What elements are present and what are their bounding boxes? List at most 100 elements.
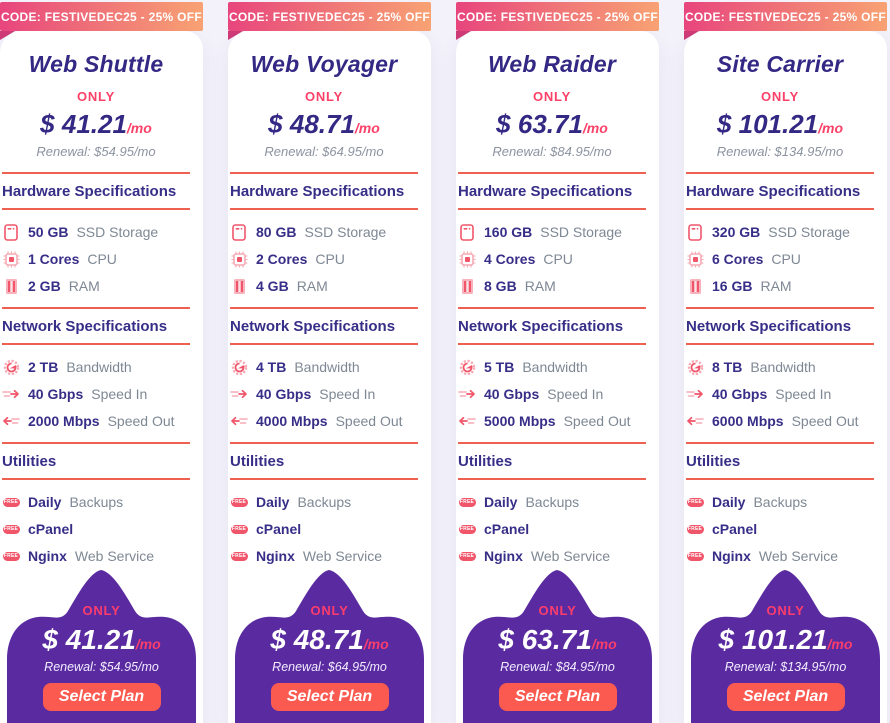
promo-ribbon: CODE: FESTIVEDEC25 - 25% OFF [684,2,887,31]
spec-row-ram: 8 GB RAM [458,277,646,295]
section-divider [458,343,646,345]
plan-column: CODE: FESTIVEDEC25 - 25% OFF Web Voyager… [228,0,431,723]
only-label: ONLY [304,89,344,104]
spec-label: Bandwidth [522,359,588,375]
spec-value: 40 Gbps [712,386,768,402]
free-badge-icon: FREE [686,551,704,561]
spec-value: Daily [484,494,518,510]
section-divider [230,343,418,345]
blob-price-period: /mo [827,636,853,652]
free-badge-icon: FREE [230,524,248,534]
ssd-icon [2,223,20,241]
spec-value: 4000 Mbps [256,413,328,429]
spec-label: Web Service [302,548,382,564]
spec-row-bandwidth: 4 TB Bandwidth [230,358,418,376]
spec-row-speed-in: 40 Gbps Speed In [458,385,646,403]
free-badge-icon: FREE [458,551,476,561]
blob-only-label: ONLY [766,603,805,618]
free-badge-icon: FREE [2,524,20,534]
spec-label: Speed Out [335,413,403,429]
section-divider [2,478,190,480]
section-title-utilities: Utilities [686,453,741,470]
price-period: /mo [354,120,380,136]
plan-name: Web Raider [487,51,617,77]
blob-price-amount: $ 63.71 [498,624,592,655]
price-period: /mo [126,120,152,136]
spec-value: 40 Gbps [28,386,84,402]
price-blob: ONLY $ 41.21/mo Renewal: $54.95/mo Selec… [0,563,203,723]
spec-value: 2000 Mbps [28,413,100,429]
blob-price-amount: $ 41.21 [42,624,136,655]
speed-out-icon [458,415,476,427]
spec-row-storage: 50 GB SSD Storage [2,223,190,241]
promo-code-text: CODE: FESTIVEDEC25 - 25% OFF [228,9,431,24]
spec-row-cpanel: FREE cPanel [458,520,646,538]
spec-row-speed-out: 6000 Mbps Speed Out [686,412,874,430]
spec-label: CPU [87,251,117,267]
plan-column: CODE: FESTIVEDEC25 - 25% OFF Site Carrie… [684,0,887,723]
spec-value: 6 Cores [712,251,764,267]
promo-code-text: CODE: FESTIVEDEC25 - 25% OFF [684,9,887,24]
free-badge-icon: FREE [230,497,248,507]
spec-row-backups: FREE Daily Backups [2,493,190,511]
spec-label: Web Service [530,548,610,564]
plan-card: Web Raider ONLY $ 63.71/mo Renewal: $84.… [456,31,659,723]
plan-card: Web Voyager ONLY $ 48.71/mo Renewal: $64… [228,31,431,723]
section-divider [2,343,190,345]
spec-row-cpanel: FREE cPanel [230,520,418,538]
blob-price-period: /mo [591,636,617,652]
spec-row-cpu: 6 Cores CPU [686,250,874,268]
price-amount: $ 48.71 [268,109,355,139]
spec-value: 8 TB [712,359,743,375]
price-amount: $ 41.21 [40,109,127,139]
spec-value: 50 GB [28,224,69,240]
spec-label: Web Service [74,548,154,564]
spec-row-backups: FREE Daily Backups [230,493,418,511]
free-badge-icon: FREE [458,524,476,534]
ssd-icon [458,223,476,241]
section-divider [686,208,874,210]
ram-icon [2,278,20,295]
spec-value: 6000 Mbps [712,413,784,429]
promo-ribbon: CODE: FESTIVEDEC25 - 25% OFF [228,2,431,31]
spec-label: RAM [296,278,328,294]
promo-code-text: CODE: FESTIVEDEC25 - 25% OFF [456,9,659,24]
spec-row-speed-in: 40 Gbps Speed In [686,385,874,403]
spec-value: 4 Cores [484,251,536,267]
spec-value: 2 TB [28,359,59,375]
spec-value: cPanel [484,521,530,537]
spec-label: Web Service [758,548,838,564]
spec-label: Speed In [91,386,148,402]
blob-price-period: /mo [135,636,161,652]
price-amount: $ 63.71 [496,109,583,139]
spec-row-speed-out: 4000 Mbps Speed Out [230,412,418,430]
speed-in-icon [2,388,20,400]
section-divider [2,172,190,174]
select-plan-button[interactable]: Select Plan [726,683,845,711]
section-title-network: Network Specifications [2,318,168,335]
select-plan-button[interactable]: Select Plan [498,683,617,711]
select-plan-button[interactable]: Select Plan [42,683,161,711]
spec-value: 8 GB [484,278,517,294]
section-divider [458,307,646,309]
spec-label: Speed Out [107,413,175,429]
blob-price-amount: $ 48.71 [270,624,364,655]
plan-price: $ 101.21/mo [686,109,874,140]
select-plan-button[interactable]: Select Plan [270,683,389,711]
section-divider [458,442,646,444]
spec-label: RAM [524,278,556,294]
section-divider [458,478,646,480]
cpu-icon [686,251,704,268]
section-divider [230,208,418,210]
spec-value: 80 GB [256,224,297,240]
ssd-icon [230,223,248,241]
plan-price: $ 48.71/mo [230,109,418,140]
spec-label: RAM [760,278,792,294]
section-divider [230,442,418,444]
spec-label: Speed In [319,386,376,402]
section-divider [230,172,418,174]
blob-renewal-note: Renewal: $134.95/mo [724,660,847,674]
spec-value: 16 GB [712,278,753,294]
blob-price-period: /mo [363,636,389,652]
spec-value: cPanel [256,521,302,537]
